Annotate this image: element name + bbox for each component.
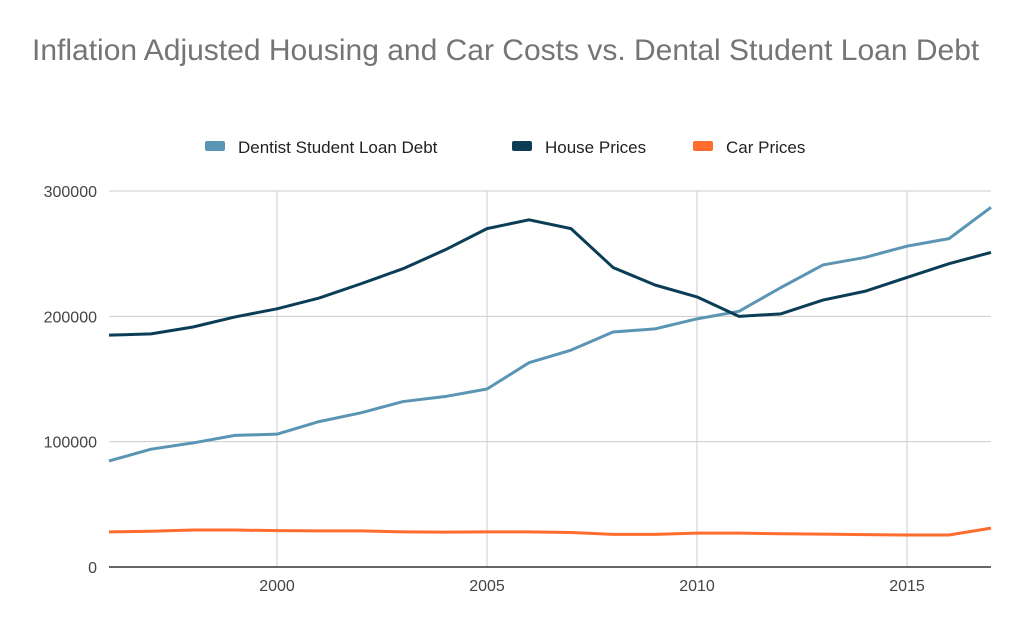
x-tick-label: 2005	[469, 578, 505, 595]
series-line-2	[108, 526, 992, 537]
y-tick-label: 300000	[44, 184, 97, 201]
x-tick-label: 2000	[259, 578, 295, 595]
chart-title: Inflation Adjusted Housing and Car Costs…	[32, 34, 980, 67]
legend-label: Dentist Student Loan Debt	[238, 138, 438, 157]
y-tick-label: 0	[88, 560, 97, 577]
legend-swatch	[205, 141, 225, 151]
series-line-1	[108, 218, 992, 337]
series-line-0	[108, 206, 992, 463]
x-tick-label: 2015	[889, 578, 925, 595]
y-tick-label: 200000	[44, 309, 97, 326]
legend-label: Car Prices	[726, 138, 805, 157]
y-tick-label: 100000	[44, 435, 97, 452]
legend-swatch	[693, 141, 713, 151]
x-tick-label: 2010	[679, 578, 715, 595]
legend-swatch	[512, 141, 532, 151]
legend-label: House Prices	[545, 138, 646, 157]
